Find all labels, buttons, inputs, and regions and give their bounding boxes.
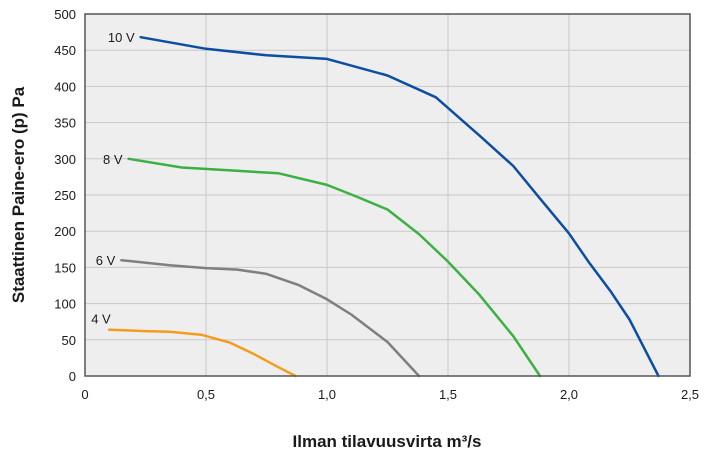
series-line-10v	[139, 35, 660, 378]
x-tick-label: 0,5	[197, 387, 215, 402]
x-axis-title: Ilman tilavuusvirta m³/s	[293, 432, 482, 451]
x-tick-label: 2,5	[681, 387, 699, 402]
series-label: 8 V	[103, 152, 123, 167]
x-tick-label: 0	[81, 387, 88, 402]
y-tick-label: 50	[62, 333, 76, 348]
series-line-4v	[107, 328, 297, 378]
grid-lines	[85, 14, 690, 376]
x-tick-label: 1,0	[318, 387, 336, 402]
y-tick-label: 350	[54, 116, 76, 131]
series-label: 6 V	[96, 253, 116, 268]
y-tick-label: 450	[54, 43, 76, 58]
series-label: 10 V	[108, 30, 135, 45]
y-tick-label: 300	[54, 152, 76, 167]
y-tick-label: 500	[54, 7, 76, 22]
series-line-6v	[120, 258, 421, 378]
series-labels: 10 V 8 V 6 V 4 V	[91, 30, 135, 326]
y-axis-ticks: 0 50 100 150 200 250 300 350 400 450 500	[54, 7, 76, 384]
series-line-8v	[127, 157, 542, 378]
x-axis-ticks: 0 0,5 1,0 1,5 2,0 2,5	[81, 387, 699, 402]
y-tick-label: 150	[54, 260, 76, 275]
y-tick-label: 0	[69, 369, 76, 384]
y-axis-title: Staattinen Paine-ero (p) Pa	[9, 86, 28, 303]
x-tick-label: 2,0	[560, 387, 578, 402]
y-tick-label: 200	[54, 224, 76, 239]
y-tick-label: 100	[54, 297, 76, 312]
series-lines	[107, 35, 660, 378]
y-tick-label: 400	[54, 79, 76, 94]
series-label: 4 V	[91, 312, 111, 327]
x-tick-label: 1,5	[439, 387, 457, 402]
plot-border	[84, 13, 691, 377]
y-tick-label: 250	[54, 188, 76, 203]
